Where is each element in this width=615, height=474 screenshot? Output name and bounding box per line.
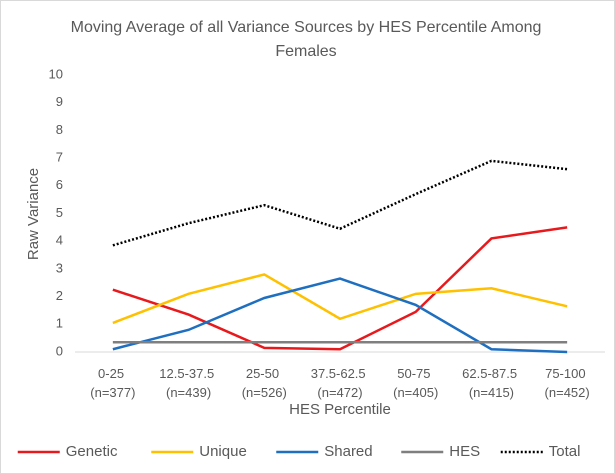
x-tick-label: 62.5-87.5 (n=415) [462, 366, 521, 400]
y-tick-label: 0 [56, 343, 63, 358]
x-tick-label: 50-75 (n=405) [393, 366, 438, 400]
y-tick-label: 1 [56, 316, 63, 331]
x-tick-label: 0-25 (n=377) [90, 366, 135, 400]
series-line [112, 226, 568, 351]
y-tick-label: 6 [56, 177, 63, 192]
y-tick-label: 2 [56, 288, 63, 303]
y-tick-label: 8 [56, 122, 63, 137]
y-tick-label: 7 [56, 150, 63, 165]
series-line [112, 277, 568, 354]
legend-text: Unique [199, 443, 247, 460]
legend-text: Total [549, 443, 581, 460]
y-tick-label: 10 [49, 66, 63, 81]
y-tick-label: 9 [56, 94, 63, 109]
y-axis-title: Raw Variance [25, 168, 42, 260]
legend-text: Genetic [66, 443, 118, 460]
series-line [112, 273, 568, 325]
y-tick-label: 3 [56, 260, 63, 275]
x-tick-label: 75-100 (n=452) [545, 366, 590, 400]
chart-title: Moving Average of all Variance Sources b… [70, 19, 542, 60]
x-axis-title: HES Percentile [289, 401, 391, 418]
y-tick-label: 4 [56, 233, 63, 248]
series-line [112, 159, 568, 247]
legend-text: Shared [324, 443, 372, 460]
x-tick-label: 12.5-37.5 (n=439) [159, 366, 218, 400]
legend-text: HES [449, 443, 480, 460]
y-tick-label: 5 [56, 205, 63, 220]
x-tick-label: 37.5-62.5 (n=472) [311, 366, 370, 400]
x-tick-label: 25-50 (n=526) [242, 366, 287, 400]
